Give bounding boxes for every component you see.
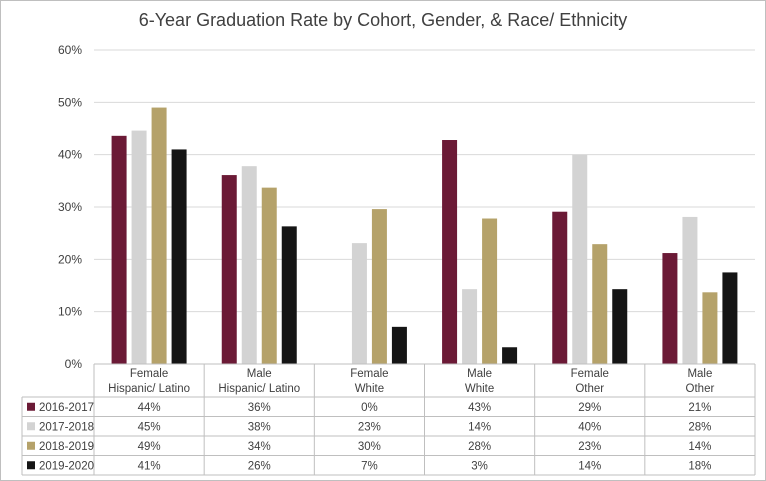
bar-2016-2017-1 [221, 175, 237, 364]
table-cell-2018-2019-4: 23% [578, 441, 601, 453]
bar-2018-2019-5 [702, 292, 718, 364]
bar-2019-2020-5 [722, 272, 738, 364]
table-cell-2018-2019-0: 49% [138, 441, 161, 453]
table-cell-2016-2017-0: 44% [138, 402, 161, 414]
category-label-5-1: Other [686, 383, 715, 395]
bar-2016-2017-5 [662, 253, 678, 364]
y-tick-label-1: 10% [58, 305, 82, 319]
table-cell-2018-2019-3: 28% [468, 441, 491, 453]
bar-2018-2019-0 [151, 107, 167, 365]
table-cell-2017-2018-0: 45% [138, 421, 161, 433]
y-tick-label-5: 50% [58, 95, 82, 109]
category-label-0-1: Hispanic/ Latino [108, 383, 190, 395]
table-cell-2019-2020-5: 18% [688, 460, 711, 472]
bar-2018-2019-1 [261, 187, 277, 364]
legend-label-2016-2017: 2016-2017 [39, 402, 94, 414]
legend-key-2019-2020 [27, 461, 35, 470]
table-cell-2018-2019-5: 14% [688, 441, 711, 453]
chart-title: 6-Year Graduation Rate by Cohort, Gender… [138, 10, 628, 30]
category-label-2-0: Female [350, 368, 388, 380]
legend-label-2019-2020: 2019-2020 [39, 460, 94, 472]
table-cell-2018-2019-1: 34% [248, 441, 271, 453]
bar-2019-2020-3 [502, 347, 518, 364]
y-tick-label-6: 60% [58, 43, 82, 57]
bar-2019-2020-2 [391, 326, 407, 364]
bar-2019-2020-1 [281, 226, 297, 364]
category-label-4-0: Female [571, 368, 609, 380]
table-cell-2019-2020-0: 41% [138, 460, 161, 472]
legend-key-2018-2019 [27, 441, 35, 450]
bar-2017-2018-1 [241, 166, 257, 364]
y-tick-label-2: 20% [58, 252, 82, 266]
table-cell-2018-2019-2: 30% [358, 441, 381, 453]
table-cell-2016-2017-1: 36% [248, 402, 271, 414]
table-cell-2017-2018-1: 38% [248, 421, 271, 433]
bar-2018-2019-3 [482, 218, 498, 364]
legend-label-2018-2019: 2018-2019 [39, 441, 94, 453]
table-cell-2019-2020-4: 14% [578, 460, 601, 472]
table-cell-2016-2017-3: 43% [468, 402, 491, 414]
category-label-3-1: White [465, 383, 494, 395]
category-label-0-0: Female [130, 368, 168, 380]
table-cell-2019-2020-2: 7% [361, 460, 378, 472]
bar-2017-2018-3 [462, 289, 478, 364]
bar-2019-2020-0 [171, 149, 187, 364]
y-tick-label-4: 40% [58, 148, 82, 162]
category-label-1-0: Male [247, 368, 272, 380]
bar-2016-2017-4 [552, 211, 568, 364]
bar-2017-2018-4 [572, 154, 588, 364]
table-cell-2017-2018-4: 40% [578, 421, 601, 433]
bar-2017-2018-0 [131, 130, 147, 364]
table-cell-2017-2018-3: 14% [468, 421, 491, 433]
table-cell-2016-2017-4: 29% [578, 402, 601, 414]
table-cell-2019-2020-1: 26% [248, 460, 271, 472]
legend-label-2017-2018: 2017-2018 [39, 421, 94, 433]
legend-key-2017-2018 [27, 422, 35, 431]
category-label-1-1: Hispanic/ Latino [218, 383, 300, 395]
bar-2017-2018-5 [682, 216, 698, 364]
bar-2016-2017-3 [442, 140, 458, 364]
category-label-3-0: Male [467, 368, 492, 380]
bar-2016-2017-0 [111, 135, 127, 364]
table-cell-2017-2018-5: 28% [688, 421, 711, 433]
y-tick-label-3: 30% [58, 200, 82, 214]
legend-key-2016-2017 [27, 402, 35, 411]
category-label-5-0: Male [687, 368, 712, 380]
table-cell-2019-2020-3: 3% [471, 460, 488, 472]
y-tick-label-0: 0% [65, 357, 83, 371]
category-label-2-1: White [355, 383, 384, 395]
bar-2018-2019-4 [592, 244, 608, 364]
bar-2019-2020-4 [612, 289, 628, 364]
bar-2018-2019-2 [371, 209, 387, 364]
table-cell-2016-2017-5: 21% [688, 402, 711, 414]
category-label-4-1: Other [575, 383, 604, 395]
bar-2017-2018-2 [351, 243, 367, 364]
table-cell-2017-2018-2: 23% [358, 421, 381, 433]
table-cell-2016-2017-2: 0% [361, 402, 378, 414]
